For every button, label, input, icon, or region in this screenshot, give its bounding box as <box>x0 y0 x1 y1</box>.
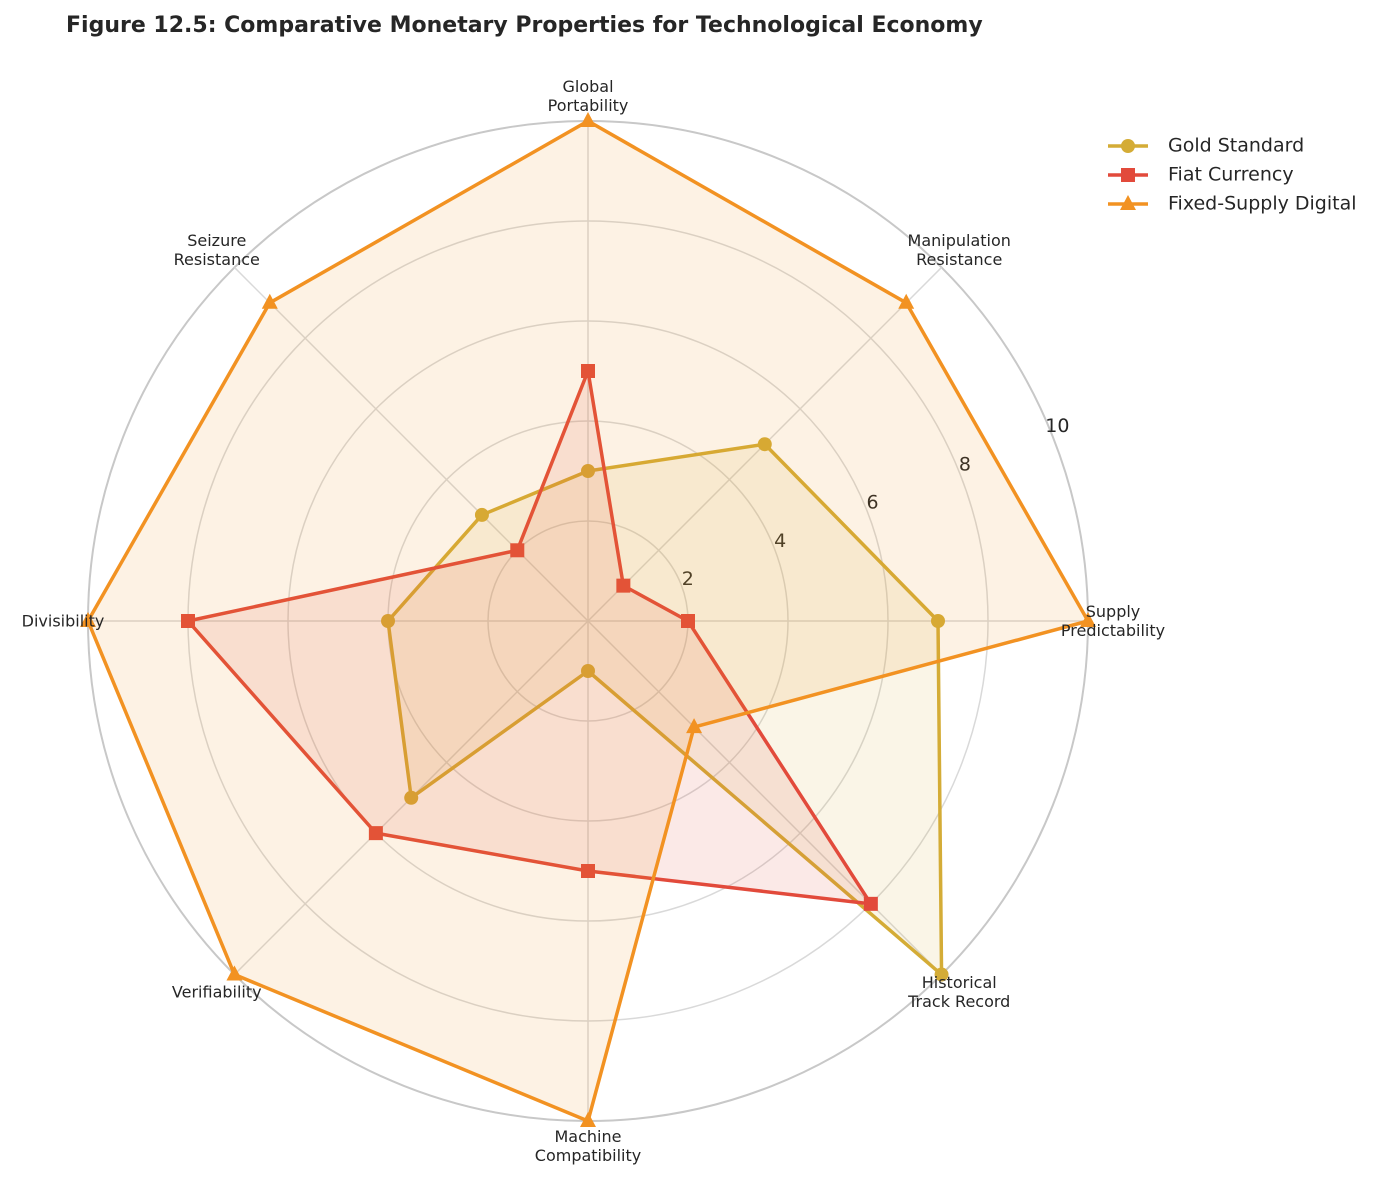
legend-marker <box>1121 139 1135 153</box>
series-area <box>388 444 942 975</box>
point <box>581 464 595 478</box>
legend-marker <box>1120 195 1136 210</box>
legend-label: Fiat Currency <box>1168 164 1294 186</box>
r-tick-label: 6 <box>867 492 879 514</box>
point <box>261 293 278 309</box>
spoke <box>233 266 589 622</box>
point <box>686 718 703 734</box>
point <box>510 543 525 558</box>
point <box>898 293 915 309</box>
legend-label: Gold Standard <box>1168 135 1304 157</box>
series-area <box>88 121 1088 1121</box>
point <box>581 364 595 378</box>
category-label: Machine Compatibility <box>534 1126 642 1165</box>
point <box>381 614 395 628</box>
point <box>581 664 595 678</box>
point <box>80 612 96 627</box>
point <box>580 112 596 127</box>
point <box>616 578 631 593</box>
r-tick-label: 8 <box>959 453 971 475</box>
legend-label: Fixed-Supply Digital <box>1168 193 1357 215</box>
point <box>474 507 489 522</box>
category-label: Global Portability <box>547 76 629 115</box>
category-label: Supply Predictability <box>1060 601 1166 640</box>
category-label: Seizure Resistance <box>173 230 260 269</box>
r-tick-label: 2 <box>682 568 694 590</box>
series <box>181 364 878 911</box>
series <box>80 112 1096 1127</box>
point <box>1080 612 1096 627</box>
point <box>863 896 878 911</box>
point <box>581 864 595 878</box>
legend-marker <box>1121 168 1135 182</box>
point <box>934 967 949 982</box>
category-label: Verifiability <box>171 982 262 1002</box>
point <box>580 1112 596 1127</box>
point <box>226 965 243 981</box>
series-area <box>188 371 871 904</box>
chart-title: Figure 12.5: Comparative Monetary Proper… <box>66 13 983 38</box>
category-label: Divisibility <box>21 611 105 631</box>
point <box>181 614 195 628</box>
r-tick-label: 4 <box>774 530 786 552</box>
category-label: Manipulation Resistance <box>907 230 1011 269</box>
series <box>381 437 949 982</box>
point <box>931 614 945 628</box>
point <box>368 826 383 841</box>
category-label: Historical Track Record <box>908 973 1011 1012</box>
spoke <box>587 620 943 976</box>
point <box>404 790 419 805</box>
point <box>757 437 772 452</box>
r-tick-label: 10 <box>1045 415 1069 437</box>
point <box>681 614 695 628</box>
